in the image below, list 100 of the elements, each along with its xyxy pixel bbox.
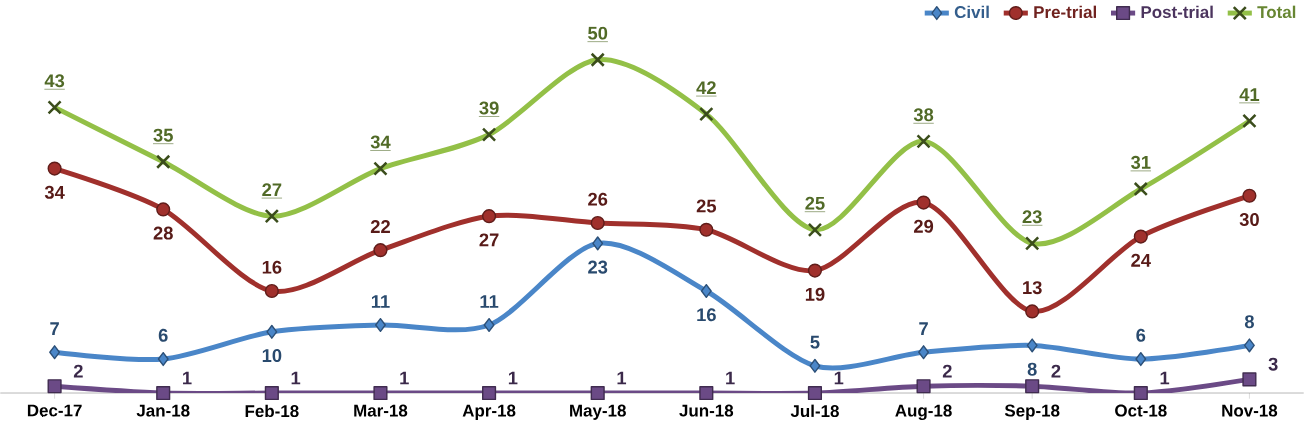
data-label: 30 — [1239, 213, 1259, 227]
x-tick-label: Jun-18 — [679, 404, 734, 417]
point — [47, 379, 62, 394]
data-label: 11 — [480, 295, 499, 308]
point — [1243, 338, 1255, 353]
data-label: 50 — [588, 26, 608, 40]
point — [809, 358, 821, 374]
point — [700, 284, 712, 299]
point — [590, 386, 605, 401]
legend-label: Post-trial — [1141, 5, 1213, 19]
data-label: 27 — [479, 233, 499, 247]
point — [483, 318, 495, 333]
x-tick-label: Jul-18 — [790, 404, 839, 418]
x-tick-label: Dec-17 — [27, 404, 82, 417]
point — [482, 386, 497, 401]
data-label: 39 — [479, 101, 499, 115]
data-label: 8 — [1027, 362, 1037, 376]
data-label: 34 — [370, 135, 391, 149]
point — [590, 216, 605, 231]
data-label: 42 — [696, 81, 716, 95]
data-label: 43 — [44, 74, 65, 88]
point — [264, 386, 279, 401]
data-label: 6 — [1136, 328, 1146, 342]
point — [699, 386, 714, 401]
point — [264, 284, 279, 299]
point — [373, 243, 388, 258]
data-label: 11 — [371, 295, 390, 308]
legend-label: Pre-trial — [1034, 5, 1097, 19]
data-label: 10 — [262, 349, 282, 363]
point — [482, 209, 497, 224]
point — [266, 324, 278, 340]
point — [156, 202, 171, 217]
data-label: 34 — [44, 185, 65, 199]
point — [157, 352, 169, 367]
x-tick-label: Feb-18 — [245, 404, 299, 418]
point — [918, 345, 930, 360]
point — [807, 386, 823, 401]
x-tick-label: Apr-18 — [462, 404, 516, 421]
x-tick-label: Mar-18 — [354, 404, 408, 417]
data-label: 6 — [158, 328, 168, 342]
point — [1242, 188, 1257, 203]
data-label: 24 — [1131, 253, 1151, 267]
point — [156, 386, 171, 401]
point — [916, 195, 931, 210]
data-label: 25 — [696, 199, 717, 213]
data-label: 5 — [810, 335, 820, 349]
x-tick-label: Sep-18 — [1004, 404, 1060, 421]
data-label: 1 — [183, 371, 192, 385]
data-label: 1 — [508, 371, 518, 385]
data-label: 22 — [370, 220, 390, 234]
data-label: 35 — [153, 128, 173, 142]
data-label: 2 — [942, 364, 952, 378]
point — [374, 318, 386, 333]
data-label: 26 — [588, 192, 608, 206]
data-label: 27 — [262, 183, 282, 197]
data-label: 13 — [1023, 281, 1042, 295]
point — [1025, 304, 1040, 319]
data-label: 1 — [834, 371, 844, 385]
point — [916, 379, 931, 394]
point — [1242, 372, 1257, 387]
data-label: 2 — [1051, 364, 1061, 378]
data-label: 7 — [919, 322, 928, 336]
data-label: 38 — [913, 108, 934, 122]
point — [1133, 229, 1148, 244]
data-label: 3 — [1268, 357, 1278, 371]
data-label: 23 — [1022, 210, 1042, 224]
data-label: 1 — [400, 371, 409, 385]
point — [49, 345, 61, 360]
data-label: 1 — [726, 371, 735, 385]
point — [807, 263, 823, 278]
x-tick-label: May-18 — [570, 404, 626, 421]
x-tick-label: Jan-18 — [136, 404, 190, 417]
data-label: 8 — [1244, 315, 1254, 329]
x-tick-label: Oct-18 — [1115, 404, 1167, 417]
data-label: 1 — [617, 371, 627, 385]
point — [1026, 338, 1038, 353]
legend-label: Total — [1257, 5, 1296, 19]
data-label: 7 — [50, 322, 59, 336]
point — [592, 236, 604, 251]
data-label: 1 — [291, 371, 301, 385]
point — [373, 386, 388, 401]
point — [47, 161, 62, 176]
data-label: 31 — [1131, 156, 1151, 170]
data-label: 2 — [73, 364, 83, 378]
data-label: 25 — [805, 196, 825, 210]
point — [699, 222, 714, 237]
data-label: 16 — [697, 308, 716, 322]
point — [1133, 386, 1148, 401]
data-label: 23 — [588, 260, 608, 274]
x-tick-label: Aug-18 — [895, 404, 952, 421]
data-label: 28 — [153, 226, 173, 240]
data-label: 29 — [913, 219, 934, 233]
point — [1025, 379, 1040, 394]
legend-label: Civil — [954, 5, 989, 19]
data-label: 19 — [805, 287, 825, 301]
point — [1135, 352, 1147, 367]
data-label: 16 — [262, 260, 282, 274]
data-label: 41 — [1239, 88, 1260, 102]
data-label: 1 — [1160, 371, 1170, 385]
x-tick-label: Nov-18 — [1222, 404, 1278, 417]
